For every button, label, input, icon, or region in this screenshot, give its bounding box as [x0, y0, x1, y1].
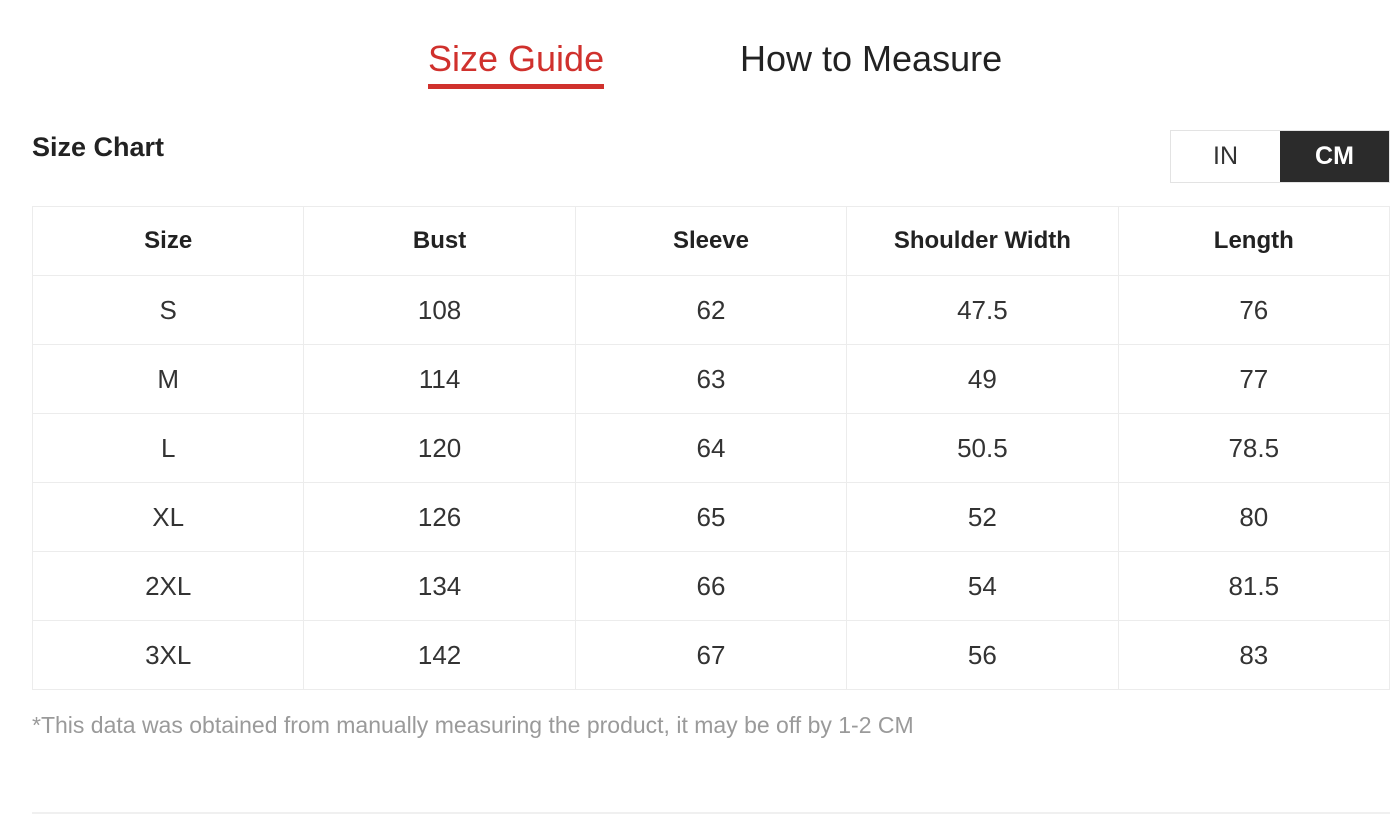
table-row: L 120 64 50.5 78.5: [31, 413, 1391, 483]
table-cell: 62: [574, 275, 848, 345]
column-header: Sleeve: [574, 206, 848, 276]
table-cell: XL: [31, 482, 305, 552]
table-cell: 52: [846, 482, 1119, 552]
table-cell: 134: [303, 551, 576, 621]
table-cell: 76: [1117, 275, 1391, 345]
table-cell: 108: [303, 275, 576, 345]
table-cell: 47.5: [846, 275, 1119, 345]
table-row: S 108 62 47.5 76: [31, 275, 1391, 345]
table-cell: 81.5: [1117, 551, 1391, 621]
table-cell: 142: [303, 620, 576, 690]
table-cell: 83: [1117, 620, 1391, 690]
tab-how-to-measure[interactable]: How to Measure: [740, 36, 1002, 82]
column-header: Shoulder Width: [846, 206, 1119, 276]
table-cell: 65: [574, 482, 848, 552]
table-cell: 67: [574, 620, 848, 690]
column-header: Size: [31, 206, 305, 276]
table-cell: S: [31, 275, 305, 345]
table-row: 3XL 142 67 56 83: [31, 620, 1391, 690]
table-cell: 126: [303, 482, 576, 552]
table-cell: 2XL: [31, 551, 305, 621]
table-cell: 78.5: [1117, 413, 1391, 483]
table-cell: L: [31, 413, 305, 483]
table-cell: 56: [846, 620, 1119, 690]
divider: [32, 812, 1390, 814]
table-row: XL 126 65 52 80: [31, 482, 1391, 552]
section-title: Size Chart: [32, 132, 165, 162]
table-row: 2XL 134 66 54 81.5: [31, 551, 1391, 621]
column-header: Length: [1117, 206, 1391, 276]
tab-how-to-measure-label: How to Measure: [740, 38, 1003, 79]
tab-size-guide-label: Size Guide: [428, 38, 605, 79]
table-cell: 80: [1117, 482, 1391, 552]
table-cell: 66: [574, 551, 848, 621]
table-cell: 49: [846, 344, 1119, 414]
table-cell: 114: [303, 344, 576, 414]
unit-cm-button[interactable]: CM: [1280, 131, 1389, 182]
table-cell: 63: [574, 344, 848, 414]
measurement-footnote: *This data was obtained from manually me…: [32, 712, 914, 738]
table-cell: 120: [303, 413, 576, 483]
table-cell: 77: [1117, 344, 1391, 414]
table-header-row: Size Bust Sleeve Shoulder Width Length: [31, 206, 1391, 276]
column-header: Bust: [303, 206, 576, 276]
size-chart-table: Size Bust Sleeve Shoulder Width Length S…: [31, 206, 1391, 690]
unit-in-button[interactable]: IN: [1213, 142, 1238, 170]
table-cell: 50.5: [846, 413, 1119, 483]
table-row: M 114 63 49 77: [31, 344, 1391, 414]
table-cell: 64: [574, 413, 848, 483]
active-tab-underline: [428, 84, 605, 89]
unit-toggle: IN CM: [1170, 130, 1390, 183]
table-cell: 54: [846, 551, 1119, 621]
tab-size-guide[interactable]: Size Guide: [428, 36, 605, 89]
table-cell: 3XL: [31, 620, 305, 690]
table-cell: M: [31, 344, 305, 414]
